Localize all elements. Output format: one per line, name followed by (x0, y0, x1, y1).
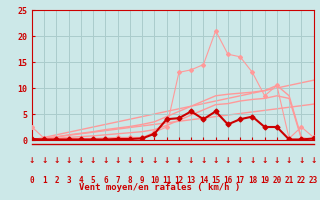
Text: 18: 18 (248, 176, 257, 185)
Text: 15: 15 (211, 176, 220, 185)
Text: ↓: ↓ (261, 156, 268, 165)
Text: 17: 17 (236, 176, 245, 185)
Text: ↓: ↓ (176, 156, 182, 165)
Text: 9: 9 (140, 176, 145, 185)
Text: ↓: ↓ (212, 156, 219, 165)
Text: ↓: ↓ (188, 156, 194, 165)
Text: 6: 6 (103, 176, 108, 185)
Text: ↓: ↓ (286, 156, 292, 165)
Text: 10: 10 (150, 176, 159, 185)
Text: 4: 4 (79, 176, 83, 185)
Text: ↓: ↓ (249, 156, 256, 165)
Text: ↓: ↓ (298, 156, 305, 165)
Text: 1: 1 (42, 176, 46, 185)
Text: 14: 14 (199, 176, 208, 185)
Text: ↓: ↓ (102, 156, 109, 165)
Text: ↓: ↓ (66, 156, 72, 165)
Text: 0: 0 (30, 176, 34, 185)
Text: 8: 8 (128, 176, 132, 185)
Text: 12: 12 (174, 176, 184, 185)
Text: 19: 19 (260, 176, 269, 185)
Text: ↓: ↓ (53, 156, 60, 165)
Text: ↓: ↓ (200, 156, 207, 165)
Text: 23: 23 (309, 176, 318, 185)
Text: 2: 2 (54, 176, 59, 185)
Text: ↓: ↓ (310, 156, 317, 165)
Text: ↓: ↓ (237, 156, 243, 165)
Text: Vent moyen/en rafales ( km/h ): Vent moyen/en rafales ( km/h ) (79, 183, 241, 192)
Text: 20: 20 (272, 176, 282, 185)
Text: ↓: ↓ (115, 156, 121, 165)
Text: 22: 22 (297, 176, 306, 185)
Text: ↓: ↓ (29, 156, 35, 165)
Text: ↓: ↓ (164, 156, 170, 165)
Text: ↓: ↓ (139, 156, 145, 165)
Text: ↓: ↓ (90, 156, 96, 165)
Text: 3: 3 (67, 176, 71, 185)
Text: ↓: ↓ (225, 156, 231, 165)
Text: 5: 5 (91, 176, 96, 185)
Text: 7: 7 (116, 176, 120, 185)
Text: 11: 11 (162, 176, 171, 185)
Text: ↓: ↓ (127, 156, 133, 165)
Text: ↓: ↓ (274, 156, 280, 165)
Text: 21: 21 (284, 176, 294, 185)
Text: 16: 16 (223, 176, 233, 185)
Text: ↓: ↓ (78, 156, 84, 165)
Text: ↓: ↓ (41, 156, 47, 165)
Text: 13: 13 (187, 176, 196, 185)
Text: ↓: ↓ (151, 156, 158, 165)
